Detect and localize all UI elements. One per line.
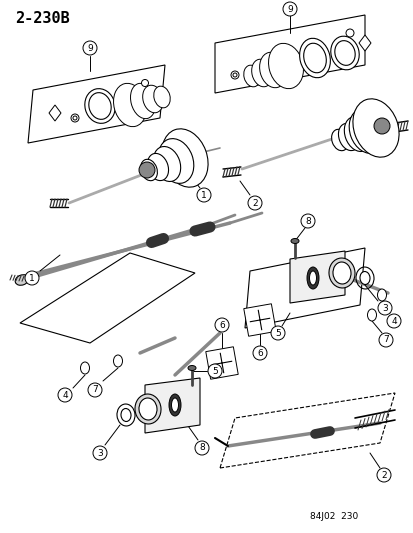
Text: 1: 1 bbox=[29, 273, 35, 282]
Ellipse shape bbox=[121, 408, 131, 422]
Text: 7: 7 bbox=[382, 335, 388, 344]
Circle shape bbox=[214, 318, 228, 332]
Ellipse shape bbox=[251, 59, 272, 87]
Ellipse shape bbox=[309, 271, 316, 285]
Ellipse shape bbox=[230, 71, 238, 79]
Ellipse shape bbox=[153, 86, 170, 108]
Circle shape bbox=[376, 468, 390, 482]
Ellipse shape bbox=[328, 258, 354, 288]
Circle shape bbox=[93, 446, 107, 460]
Circle shape bbox=[83, 41, 97, 55]
Ellipse shape bbox=[331, 130, 348, 151]
Ellipse shape bbox=[73, 116, 77, 120]
Ellipse shape bbox=[303, 43, 325, 73]
Ellipse shape bbox=[359, 271, 369, 285]
Ellipse shape bbox=[141, 79, 148, 86]
Ellipse shape bbox=[142, 85, 163, 113]
Ellipse shape bbox=[330, 36, 358, 70]
Circle shape bbox=[271, 326, 284, 340]
Polygon shape bbox=[243, 304, 275, 336]
Text: 3: 3 bbox=[381, 303, 387, 312]
Text: 8: 8 bbox=[304, 216, 310, 225]
Ellipse shape bbox=[171, 398, 178, 412]
Ellipse shape bbox=[89, 93, 111, 119]
Ellipse shape bbox=[139, 398, 157, 420]
Text: 1: 1 bbox=[201, 190, 206, 199]
Circle shape bbox=[378, 333, 392, 347]
Ellipse shape bbox=[113, 355, 122, 367]
Ellipse shape bbox=[71, 114, 79, 122]
Ellipse shape bbox=[345, 29, 353, 37]
Ellipse shape bbox=[233, 73, 236, 77]
Text: 6: 6 bbox=[256, 349, 262, 358]
Ellipse shape bbox=[139, 162, 154, 178]
Circle shape bbox=[252, 346, 266, 360]
Text: 2: 2 bbox=[380, 471, 386, 480]
Ellipse shape bbox=[268, 43, 303, 88]
Ellipse shape bbox=[158, 139, 193, 183]
Circle shape bbox=[207, 364, 221, 378]
Ellipse shape bbox=[367, 309, 375, 321]
Text: 6: 6 bbox=[218, 320, 224, 329]
Polygon shape bbox=[358, 35, 370, 51]
Ellipse shape bbox=[352, 99, 398, 157]
Circle shape bbox=[247, 196, 261, 210]
Ellipse shape bbox=[299, 38, 330, 78]
Ellipse shape bbox=[348, 109, 384, 154]
Text: 5: 5 bbox=[275, 328, 280, 337]
Ellipse shape bbox=[259, 52, 286, 88]
Circle shape bbox=[58, 388, 72, 402]
Ellipse shape bbox=[373, 118, 389, 134]
Text: 5: 5 bbox=[211, 367, 217, 376]
Polygon shape bbox=[49, 105, 61, 121]
Ellipse shape bbox=[80, 362, 89, 374]
Polygon shape bbox=[289, 251, 344, 303]
Circle shape bbox=[195, 441, 209, 455]
Ellipse shape bbox=[113, 83, 146, 127]
Circle shape bbox=[300, 214, 314, 228]
Ellipse shape bbox=[334, 41, 354, 66]
Circle shape bbox=[25, 271, 39, 285]
Ellipse shape bbox=[306, 267, 318, 289]
Ellipse shape bbox=[332, 262, 350, 284]
Ellipse shape bbox=[243, 65, 260, 87]
Ellipse shape bbox=[169, 394, 180, 416]
Circle shape bbox=[88, 383, 102, 397]
Ellipse shape bbox=[153, 147, 180, 182]
Ellipse shape bbox=[161, 129, 208, 187]
Circle shape bbox=[377, 301, 391, 315]
Text: 9: 9 bbox=[287, 4, 292, 13]
Text: 3: 3 bbox=[97, 448, 102, 457]
Circle shape bbox=[197, 188, 211, 202]
Ellipse shape bbox=[130, 83, 155, 119]
Text: 84J02  230: 84J02 230 bbox=[309, 512, 357, 521]
Ellipse shape bbox=[338, 124, 358, 151]
Ellipse shape bbox=[147, 154, 168, 181]
Text: 9: 9 bbox=[87, 44, 93, 52]
Ellipse shape bbox=[188, 366, 195, 370]
Ellipse shape bbox=[344, 117, 371, 151]
Text: 4: 4 bbox=[62, 391, 68, 400]
Text: 8: 8 bbox=[199, 443, 204, 453]
Text: 2: 2 bbox=[252, 198, 257, 207]
Circle shape bbox=[386, 314, 400, 328]
Text: 2-230B: 2-230B bbox=[15, 11, 69, 26]
Ellipse shape bbox=[140, 159, 157, 181]
Ellipse shape bbox=[290, 238, 298, 244]
Polygon shape bbox=[205, 347, 237, 379]
Polygon shape bbox=[145, 378, 199, 433]
Text: 4: 4 bbox=[390, 317, 396, 326]
Ellipse shape bbox=[377, 289, 386, 301]
Ellipse shape bbox=[85, 88, 115, 123]
Circle shape bbox=[282, 2, 296, 16]
Ellipse shape bbox=[15, 274, 29, 285]
Ellipse shape bbox=[135, 394, 161, 424]
Text: 7: 7 bbox=[92, 385, 97, 394]
